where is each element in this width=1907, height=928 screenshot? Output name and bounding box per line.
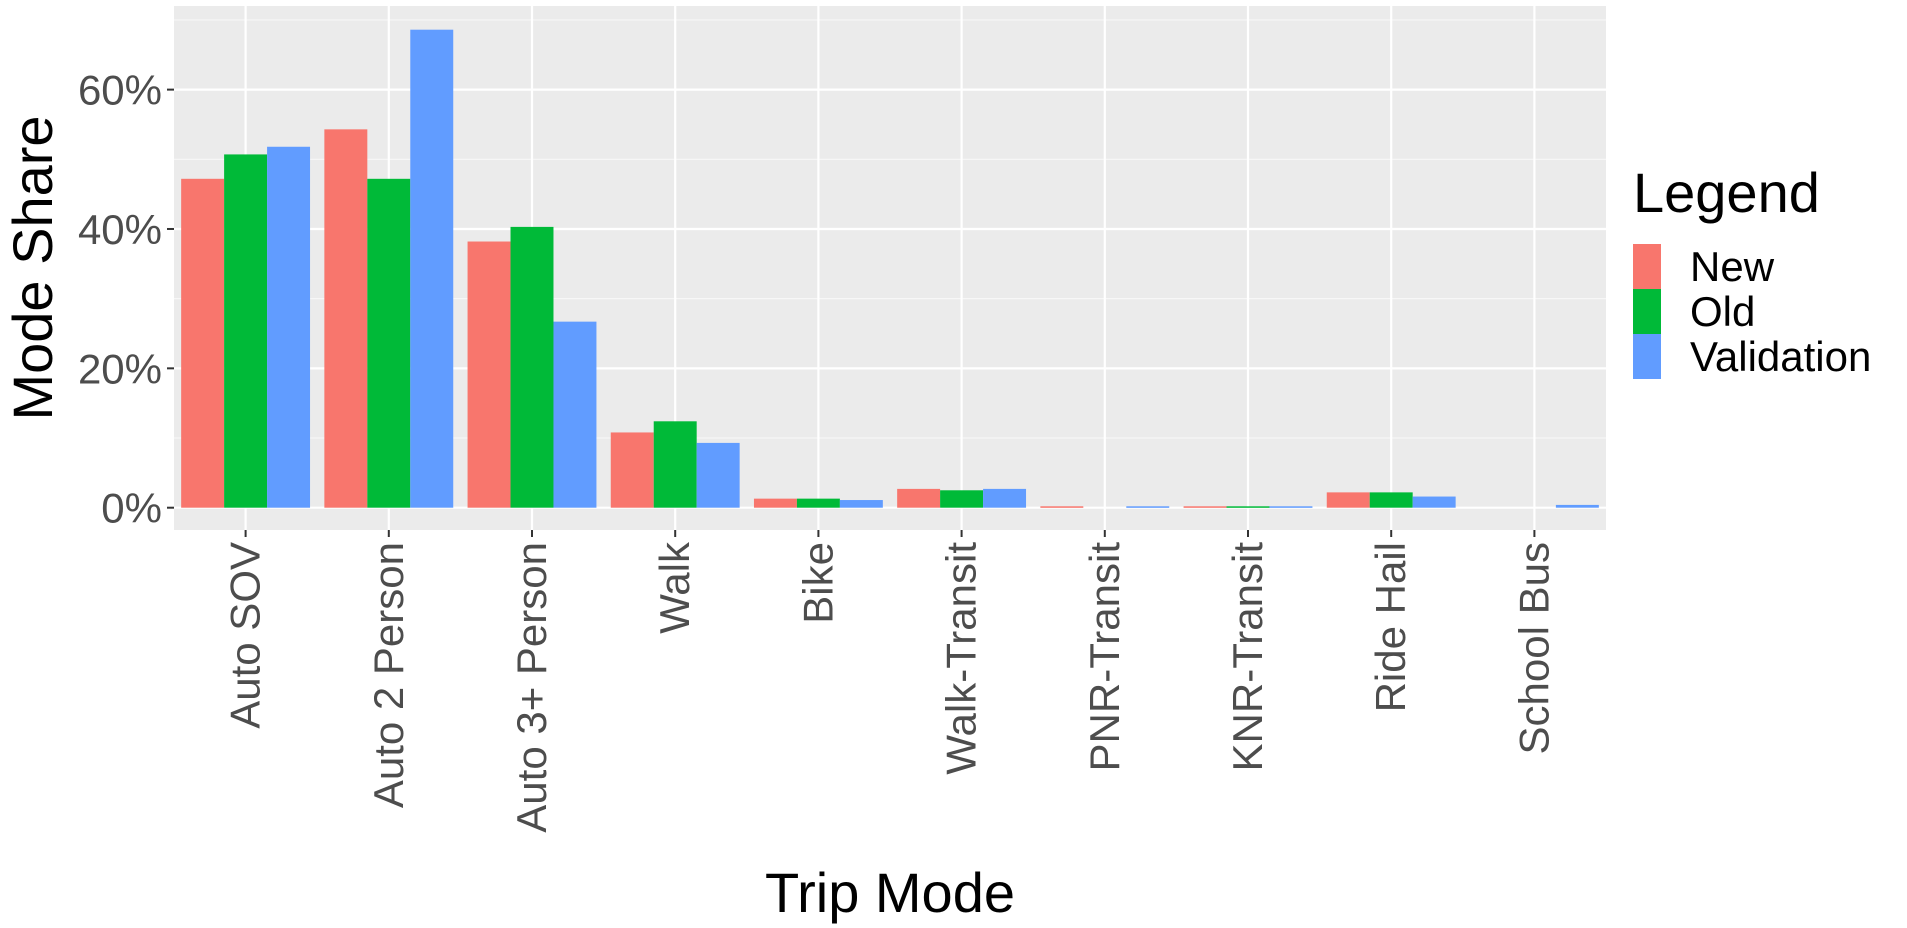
- bar-validation-auto-sov: [267, 146, 311, 508]
- bar-validation-auto-3-person: [553, 321, 597, 508]
- bar-old-auto-3-person: [510, 226, 554, 508]
- y-tick-label: 40%: [78, 206, 162, 253]
- legend-label-new: New: [1690, 243, 1775, 290]
- bar-validation-ride-hail: [1412, 496, 1456, 508]
- x-axis: Auto SOV Auto 2 Person Auto 3+ Person Walk B…: [222, 530, 1557, 833]
- x-tick-label: Ride Hail: [1367, 542, 1414, 712]
- legend-key-old: [1633, 289, 1661, 334]
- bar-old-auto-sov: [224, 154, 268, 508]
- y-tick-label: 60%: [78, 67, 162, 114]
- bar-new-walk: [610, 432, 654, 508]
- x-tick-label: Auto 2 Person: [365, 542, 412, 808]
- legend-key-validation: [1633, 334, 1661, 379]
- bar-old-bike: [796, 498, 840, 508]
- bar-new-knr-transit: [1183, 506, 1227, 508]
- y-axis-title: Mode Share: [1, 115, 64, 420]
- bar-new-auto-2-person: [324, 129, 368, 508]
- bar-validation-pnr-transit: [1126, 506, 1170, 508]
- x-tick-label: Auto 3+ Person: [508, 542, 555, 833]
- legend-label-validation: Validation: [1690, 333, 1871, 380]
- legend-title: Legend: [1633, 161, 1820, 224]
- x-tick-label: KNR-Transit: [1224, 542, 1271, 772]
- bar-new-auto-3-person: [467, 241, 511, 508]
- bar-old-auto-2-person: [367, 178, 411, 508]
- bar-old-ride-hail: [1369, 492, 1413, 508]
- y-axis: 0% 20% 40% 60%: [78, 67, 174, 532]
- x-tick-label: PNR-Transit: [1081, 542, 1128, 772]
- bar-new-ride-hail: [1326, 492, 1370, 508]
- y-tick-label: 0%: [101, 485, 162, 532]
- x-tick-label: Walk-Transit: [938, 542, 985, 775]
- bar-old-knr-transit: [1226, 506, 1270, 508]
- bar-validation-auto-2-person: [410, 29, 454, 508]
- x-tick-label: Auto SOV: [222, 542, 269, 729]
- bar-new-auto-sov: [181, 178, 225, 508]
- legend-label-old: Old: [1690, 288, 1755, 335]
- y-tick-label: 20%: [78, 345, 162, 392]
- x-tick-label: School Bus: [1510, 542, 1557, 754]
- bar-new-walk-transit: [897, 488, 941, 508]
- bar-old-walk-transit: [940, 490, 984, 508]
- bar-validation-school-bus: [1555, 504, 1599, 508]
- bar-validation-walk-transit: [983, 488, 1027, 508]
- x-axis-title: Trip Mode: [765, 861, 1015, 924]
- x-tick-label: Walk: [651, 541, 698, 634]
- bars: [181, 29, 1599, 508]
- bar-validation-knr-transit: [1269, 506, 1313, 508]
- bar-old-walk: [653, 421, 697, 508]
- legend-key-new: [1633, 244, 1661, 289]
- bar-validation-walk: [696, 442, 740, 508]
- bar-new-pnr-transit: [1040, 506, 1084, 508]
- x-tick-label: Bike: [794, 542, 841, 624]
- bar-new-bike: [753, 498, 797, 508]
- bar-validation-bike: [839, 500, 883, 508]
